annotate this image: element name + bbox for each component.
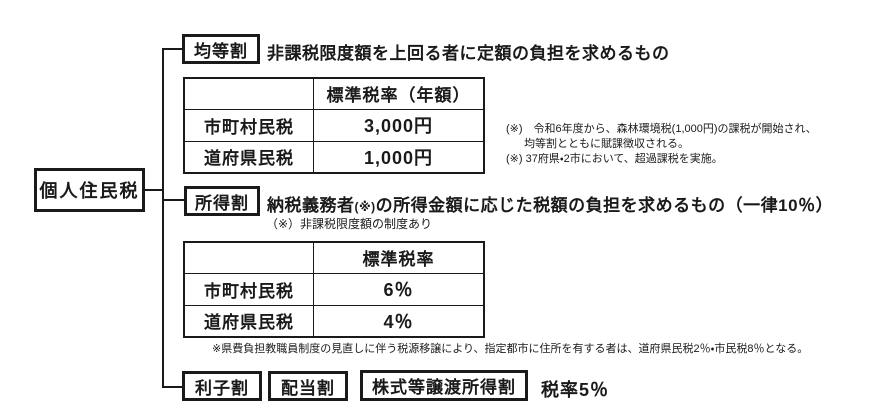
- node-shotokuwari: 所得割: [184, 186, 260, 216]
- kintowari-notes: (※) 令和6年度から、森林環境税(1,000円)の課税が開始され、 均等割とと…: [506, 122, 817, 167]
- node-kintowari-label: 均等割: [194, 41, 248, 61]
- row-label-cell: 市町村民税: [183, 108, 314, 142]
- row-value-cell: 4％: [313, 304, 485, 338]
- kintowari-note-line3: (※) 37府県・2市において、超過課税を実施。: [506, 153, 723, 165]
- table-corner-cell: [183, 241, 314, 274]
- row-value-cell: 1,000円: [313, 140, 485, 174]
- table-header-cell: 標準税率（年額）: [313, 77, 485, 110]
- bottom-rate-label: 税率5％: [541, 380, 610, 400]
- root-connector-line: [144, 189, 163, 191]
- kintowari-note-line1: (※) 令和6年度から、森林環境税(1,000円)の課税が開始され、: [506, 123, 817, 135]
- shotokuwari-sub-note: （※）非課税限度額の制度あり: [266, 217, 433, 231]
- table-corner-cell: [183, 77, 314, 110]
- row-label-cell: 市町村民税: [183, 272, 314, 306]
- shotokuwari-desc-prefix: 納税義務者: [267, 196, 355, 215]
- node-rishiwari-label: 利子割: [195, 378, 249, 398]
- table-header-row: 標準税率（年額）: [183, 77, 485, 110]
- shotokuwari-desc-suffix: の所得金額に応じた税額の負担を求めるもの（一律10％）: [375, 196, 834, 215]
- node-haitowari: 配当割: [268, 371, 348, 401]
- tree-trunk-line: [162, 48, 164, 388]
- node-kintowari: 均等割: [182, 34, 260, 64]
- table-header-row: 標準税率: [183, 241, 485, 274]
- node-shotokuwari-label: 所得割: [195, 193, 249, 213]
- table-row: 市町村民税 6％: [183, 272, 485, 306]
- table-row: 市町村民税 3,000円: [183, 108, 485, 142]
- node-haitowari-label: 配当割: [281, 378, 335, 398]
- node-rishiwari: 利子割: [182, 371, 262, 401]
- row-label-cell: 道府県民税: [183, 140, 314, 174]
- node-kabushiki-joto: 株式等譲渡所得割: [360, 370, 528, 401]
- branch-line-kinto: [162, 48, 183, 50]
- kintowari-description: 非課税限度額を上回る者に定額の負担を求めるもの: [267, 44, 670, 63]
- shotokuwari-rate-table: 標準税率 市町村民税 6％ 道府県民税 4％: [183, 241, 485, 338]
- table-row: 道府県民税 4％: [183, 304, 485, 338]
- root-node-kojin-juminzei: 個人住民税: [34, 168, 145, 212]
- row-value-cell: 6％: [313, 272, 485, 306]
- branch-line-shotoku: [162, 199, 185, 201]
- shotokuwari-desc-marker: (※): [354, 200, 376, 214]
- shotokuwari-bottom-note: ※県費負担教職員制度の見直しに伴う税源移譲により、指定都市に住所を有する者は、道…: [212, 343, 809, 355]
- kintowari-rate-table: 標準税率（年額） 市町村民税 3,000円 道府県民税 1,000円: [183, 77, 485, 174]
- table-header-cell: 標準税率: [313, 241, 485, 274]
- kintowari-note-line2: 均等割とともに賦課徴収される。: [524, 138, 689, 150]
- row-value-cell: 3,000円: [313, 108, 485, 142]
- node-kabushiki-joto-label: 株式等譲渡所得割: [372, 378, 516, 397]
- branch-line-bottom: [162, 386, 183, 388]
- table-row: 道府県民税 1,000円: [183, 140, 485, 174]
- row-label-cell: 道府県民税: [183, 304, 314, 338]
- root-node-label: 個人住民税: [39, 181, 140, 201]
- shotokuwari-description: 納税義務者(※)の所得金額に応じた税額の負担を求めるもの（一律10％）: [267, 191, 833, 216]
